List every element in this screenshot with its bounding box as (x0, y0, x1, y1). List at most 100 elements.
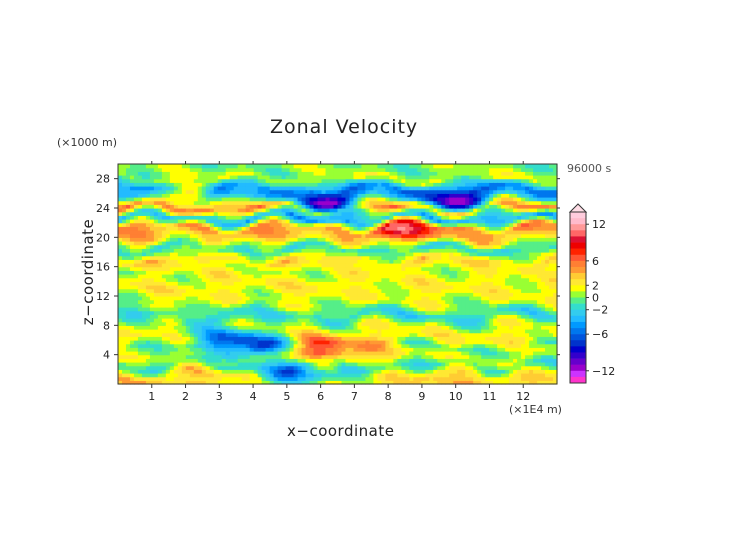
heatmap-cell (321, 347, 327, 352)
heatmap-cell (193, 241, 199, 246)
heatmap-cell (437, 336, 442, 341)
heatmap-cell (373, 182, 379, 187)
heatmap-cell (385, 310, 390, 315)
heatmap-cell (253, 248, 259, 253)
heatmap-cell (349, 281, 355, 286)
heatmap-cell (309, 351, 315, 356)
heatmap-cell (161, 325, 167, 330)
heatmap-cell (401, 296, 406, 301)
heatmap-cell (317, 241, 323, 246)
heatmap-cell (209, 358, 215, 363)
heatmap-cell (269, 365, 275, 370)
heatmap-cell (133, 329, 139, 334)
heatmap-cell (305, 347, 311, 352)
heatmap-cell (221, 226, 227, 231)
heatmap-cell (173, 255, 179, 260)
heatmap-cell (309, 274, 315, 279)
heatmap-cell (325, 233, 331, 238)
heatmap-cell (369, 167, 375, 172)
heatmap-cell (213, 208, 219, 213)
heatmap-cell (401, 362, 406, 367)
heatmap-cell (237, 325, 243, 330)
heatmap-cell (437, 248, 442, 253)
heatmap-cell (417, 255, 422, 260)
heatmap-cell (165, 285, 171, 290)
heatmap-cell (161, 362, 167, 367)
heatmap-cell (118, 193, 123, 198)
heatmap-cell (397, 351, 402, 356)
heatmap-cell (417, 303, 422, 308)
heatmap-cell (417, 332, 422, 337)
heatmap-cell (221, 373, 227, 378)
heatmap-cell (118, 362, 123, 367)
heatmap-cell (229, 171, 235, 176)
heatmap-cell (437, 332, 442, 337)
heatmap-cell (437, 171, 442, 176)
heatmap-cell (329, 380, 335, 385)
heatmap-cell (157, 365, 163, 370)
heatmap-cell (197, 358, 203, 363)
heatmap-cell (397, 296, 402, 301)
heatmap-cell (373, 274, 379, 279)
heatmap-cell (121, 266, 127, 271)
heatmap-cell (213, 314, 219, 319)
heatmap-cell (437, 219, 442, 224)
heatmap-cell (217, 277, 223, 282)
heatmap-cell (381, 233, 386, 238)
heatmap-cell (389, 204, 394, 209)
heatmap-cell (173, 365, 179, 370)
heatmap-cell (393, 175, 398, 180)
heatmap-cell (253, 281, 259, 286)
heatmap-cell (201, 274, 207, 279)
heatmap-cell (181, 193, 187, 198)
heatmap-cell (193, 296, 199, 301)
heatmap-cell (217, 252, 223, 257)
heatmap-cell (357, 321, 363, 326)
heatmap-cell (118, 259, 123, 264)
heatmap-cell (397, 329, 402, 334)
heatmap-cell (205, 373, 211, 378)
heatmap-cell (209, 343, 215, 348)
heatmap-cell (253, 226, 259, 231)
heatmap-cell (193, 189, 199, 194)
heatmap-cell (401, 358, 406, 363)
heatmap-cell (361, 321, 367, 326)
heatmap-cell (365, 314, 371, 319)
heatmap-cell (309, 178, 315, 183)
heatmap-cell (145, 310, 151, 315)
heatmap-cell (205, 215, 211, 220)
heatmap-cell (181, 270, 187, 275)
heatmap-cell (345, 204, 351, 209)
heatmap-cell (249, 336, 255, 341)
heatmap-cell (125, 266, 131, 271)
heatmap-cell (317, 274, 323, 279)
heatmap-cell (169, 299, 175, 304)
heatmap-cell (185, 230, 191, 235)
heatmap-cell (337, 362, 343, 367)
heatmap-cell (309, 226, 315, 231)
heatmap-cell (313, 307, 319, 312)
heatmap-cell (125, 215, 131, 220)
heatmap-cell (397, 244, 402, 249)
heatmap-cell (245, 211, 251, 216)
heatmap-cell (405, 226, 410, 231)
heatmap-cell (129, 321, 135, 326)
heatmap-cell (265, 292, 271, 297)
heatmap-cell (365, 277, 371, 282)
heatmap-cell (257, 314, 263, 319)
heatmap-cell (309, 241, 315, 246)
heatmap-cell (149, 299, 155, 304)
heatmap-cell (249, 288, 255, 293)
heatmap-cell (249, 200, 255, 205)
heatmap-cell (133, 237, 139, 242)
heatmap-cell (401, 274, 406, 279)
heatmap-cell (137, 329, 143, 334)
heatmap-cell (257, 226, 263, 231)
heatmap-cell (209, 380, 215, 385)
heatmap-cell (425, 373, 430, 378)
heatmap-cell (125, 354, 131, 359)
heatmap-cell (357, 233, 363, 238)
heatmap-cell (125, 365, 131, 370)
heatmap-cell (253, 171, 259, 176)
heatmap-cell (153, 281, 159, 286)
